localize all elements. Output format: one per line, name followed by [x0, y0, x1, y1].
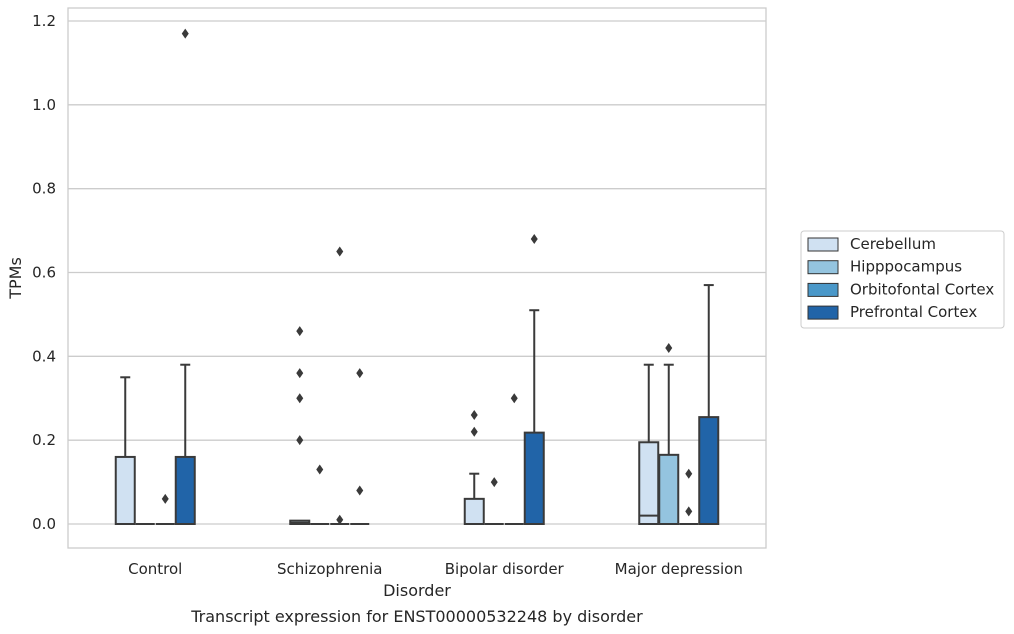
- legend-frame: [800, 230, 1005, 329]
- y-tick-label: 0.6: [32, 264, 56, 282]
- box-iqr: [114, 455, 136, 525]
- outlier-point: [530, 233, 538, 244]
- y-tick-label: 1.2: [32, 12, 56, 30]
- legend-label: Cerebellum: [850, 235, 936, 253]
- y-tick-label: 0.0: [32, 515, 56, 533]
- plot-frame: [67, 7, 767, 549]
- box-iqr: [638, 441, 660, 526]
- legend-label: Prefrontal Cortex: [850, 303, 977, 321]
- outlier-point: [296, 326, 304, 337]
- legend: Cerebellum Hipppocampus Orbitofontal Corte…: [800, 230, 1005, 329]
- box-prefrontal-cortex: [350, 368, 370, 525]
- box-cerebellum: [289, 326, 311, 526]
- y-tick-label: 1.0: [32, 96, 56, 114]
- outlier-point: [510, 393, 518, 404]
- outlier-point: [296, 393, 304, 404]
- box-prefrontal-cortex: [698, 284, 720, 525]
- x-axis-ticks: Control Schizophrenia Bipolar disorder Majo…: [128, 560, 743, 578]
- outlier-point: [336, 246, 344, 257]
- outlier-point: [296, 368, 304, 379]
- x-tick-label: Control: [128, 560, 182, 578]
- x-tick-label: Schizophrenia: [277, 560, 382, 578]
- box-iqr: [463, 497, 485, 526]
- outlier-point: [296, 435, 304, 446]
- box-orbitofontal-cortex: [679, 468, 699, 525]
- legend-label: Orbitofontal Cortex: [850, 280, 994, 298]
- x-tick-label: Major depression: [615, 560, 743, 578]
- outlier-point: [470, 426, 478, 437]
- legend-swatch: [807, 305, 839, 320]
- box-prefrontal-cortex: [523, 233, 545, 526]
- box-hipppocampus: [658, 342, 680, 525]
- gridlines: [68, 20, 766, 525]
- outlier-point: [161, 493, 169, 504]
- x-tick-label: Bipolar disorder: [445, 560, 565, 578]
- box-cerebellum: [114, 376, 136, 525]
- x-axis-label: Disorder: [383, 581, 451, 600]
- y-tick-label: 0.4: [32, 347, 56, 365]
- outlier-point: [356, 368, 364, 379]
- outlier-point: [316, 464, 324, 475]
- outlier-point: [665, 342, 673, 353]
- outlier-point: [181, 28, 189, 39]
- y-tick-label: 0.2: [32, 431, 56, 449]
- outlier-point: [336, 514, 344, 525]
- box-prefrontal-cortex: [174, 28, 196, 525]
- outlier-point: [685, 506, 693, 517]
- outlier-point: [356, 485, 364, 496]
- box-iqr: [698, 416, 720, 525]
- box-orbitofontal-cortex: [504, 393, 524, 525]
- legend-swatch: [807, 237, 839, 252]
- box-hipppocampus: [484, 477, 504, 525]
- box-cerebellum: [638, 363, 660, 526]
- chart-caption: Transcript expression for ENST0000053224…: [190, 607, 643, 626]
- y-axis-label: TPMs: [6, 257, 25, 300]
- outlier-point: [685, 468, 693, 479]
- outlier-point: [490, 477, 498, 488]
- box-hipppocampus: [310, 464, 330, 525]
- box-orbitofontal-cortex: [155, 493, 175, 525]
- box-orbitofontal-cortex: [330, 246, 350, 525]
- legend-swatch: [807, 282, 839, 297]
- y-axis-ticks: 0.0 0.2 0.4 0.6 0.8 1.0 1.2: [32, 12, 56, 533]
- box-iqr: [523, 431, 545, 526]
- y-tick-label: 0.8: [32, 180, 56, 198]
- box-cerebellum: [463, 410, 485, 526]
- plot-area: [114, 28, 720, 526]
- legend-swatch: [807, 260, 839, 275]
- box-iqr: [658, 453, 680, 525]
- box-iqr: [174, 455, 196, 525]
- outlier-point: [470, 410, 478, 421]
- legend-label: Hipppocampus: [850, 258, 962, 276]
